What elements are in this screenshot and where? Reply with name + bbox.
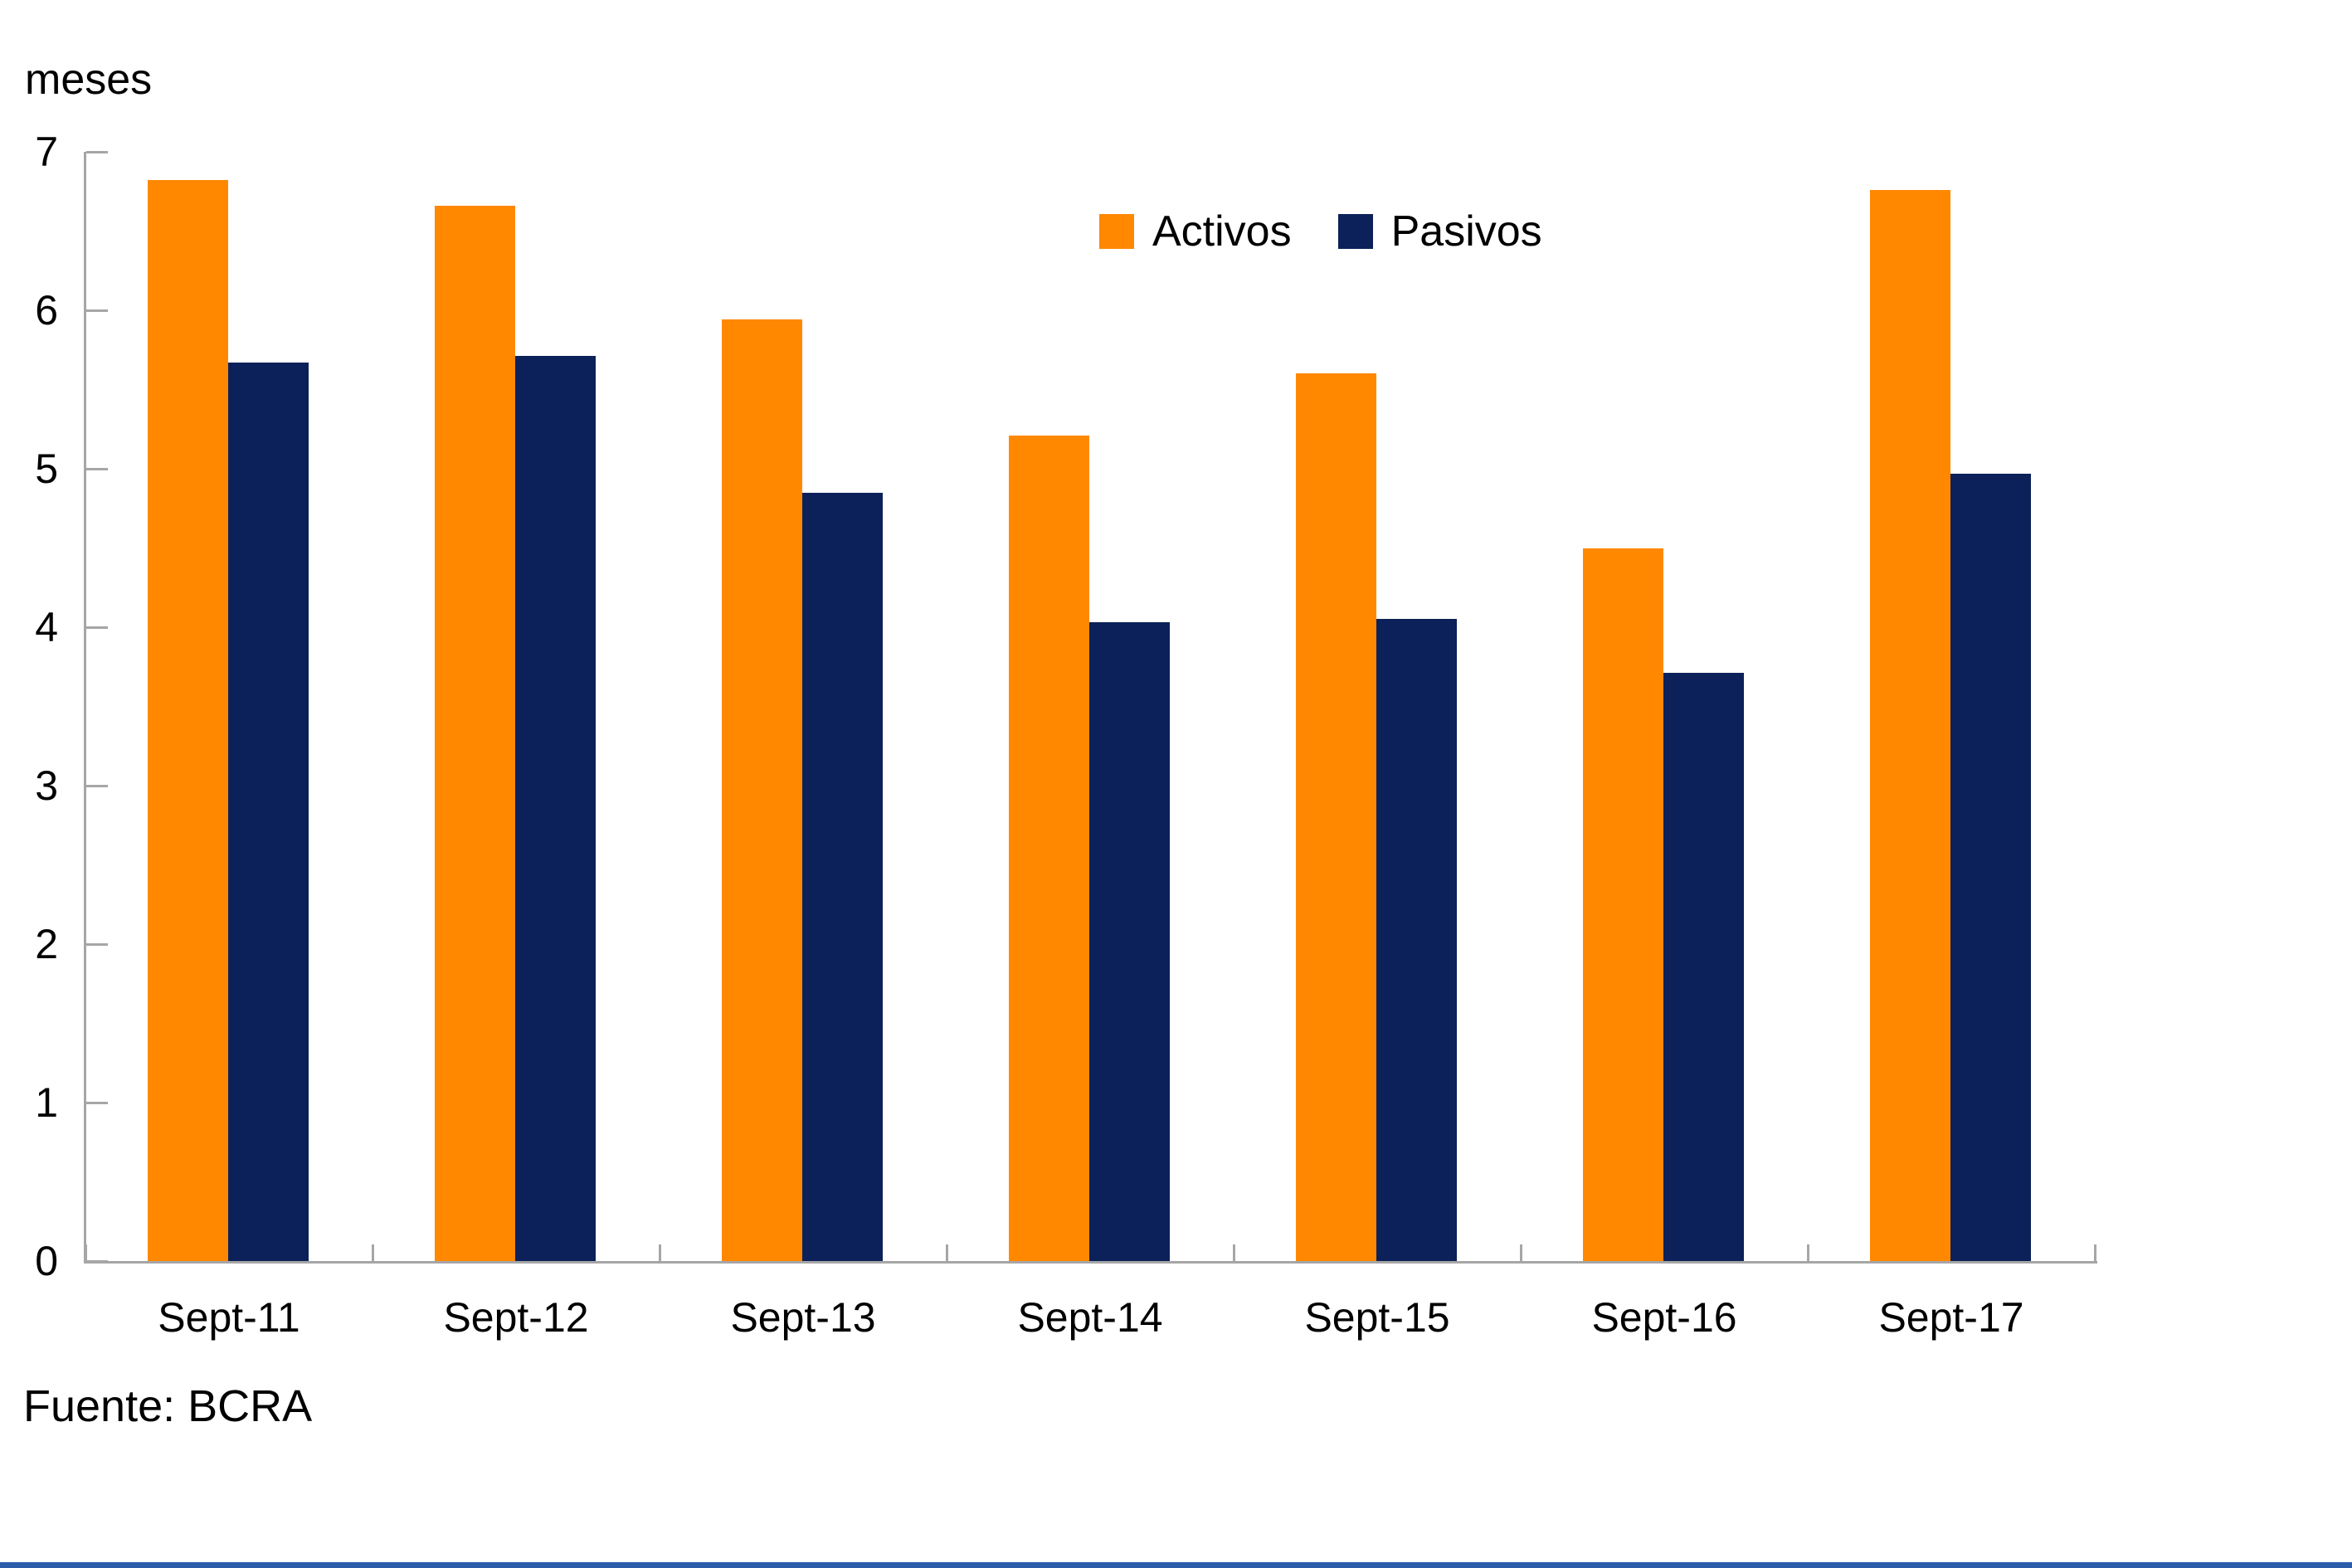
source-note: Fuente: BCRA [23,1381,313,1431]
x-label-sept-12: Sept-12 [443,1294,589,1341]
bar-pasivos-sept-13 [802,492,883,1261]
bar-pasivos-sept-16 [1663,673,1744,1261]
y-tick-mark-7 [86,151,108,153]
x-label-sept-17: Sept-17 [1878,1294,2024,1341]
x-tick-mark-7 [2094,1244,2096,1261]
legend-item-activos: Activos [1099,207,1292,256]
y-tick-mark-3 [86,785,108,787]
y-tick-mark-4 [86,626,108,629]
legend-label-activos: Activos [1152,207,1292,256]
bar-activos-sept-15 [1296,373,1376,1261]
bar-activos-sept-11 [148,180,228,1261]
plot-area [85,152,2095,1261]
bar-pasivos-sept-17 [1950,473,2031,1261]
y-tick-mark-0 [86,1260,108,1263]
y-tick-mark-2 [86,943,108,946]
bar-activos-sept-12 [435,205,515,1261]
x-label-sept-11: Sept-11 [158,1294,300,1341]
x-label-sept-14: Sept-14 [1017,1294,1163,1341]
y-tick-mark-6 [86,309,108,312]
y-tick-label-6: 6 [35,287,58,334]
x-tick-mark-0 [85,1244,87,1261]
bar-pasivos-sept-11 [228,363,309,1261]
y-axis-line [84,152,86,1264]
bar-activos-sept-14 [1009,435,1089,1261]
legend-label-pasivos: Pasivos [1390,207,1542,256]
pasivos-swatch-icon [1337,214,1373,249]
x-label-sept-13: Sept-13 [730,1294,876,1341]
y-tick-label-4: 4 [35,604,58,650]
x-axis-line [84,1261,2097,1264]
x-tick-mark-1 [372,1244,374,1261]
x-tick-mark-3 [946,1244,948,1261]
y-tick-mark-5 [86,468,108,470]
y-axis-unit-label: meses [25,56,153,104]
y-tick-label-3: 3 [35,762,58,809]
x-label-sept-15: Sept-15 [1304,1294,1450,1341]
legend-item-pasivos: Pasivos [1337,207,1542,256]
bar-activos-sept-16 [1583,548,1663,1261]
x-tick-mark-5 [1520,1244,1522,1261]
legend: Activos Pasivos [1099,202,1542,261]
bar-activos-sept-13 [722,319,802,1261]
bar-pasivos-sept-12 [515,356,596,1261]
x-tick-mark-2 [659,1244,661,1261]
y-tick-label-7: 7 [35,129,58,175]
bar-pasivos-sept-14 [1089,622,1170,1261]
bottom-rule [0,1562,2352,1568]
y-tick-label-2: 2 [35,921,58,967]
y-tick-label-0: 0 [35,1238,58,1284]
y-tick-label-1: 1 [35,1079,58,1126]
activos-swatch-icon [1099,214,1134,249]
bar-activos-sept-17 [1870,189,1950,1261]
x-tick-mark-4 [1233,1244,1235,1261]
y-tick-label-5: 5 [35,446,58,492]
y-tick-mark-1 [86,1102,108,1104]
x-label-sept-16: Sept-16 [1591,1294,1737,1341]
bar-pasivos-sept-15 [1376,619,1457,1261]
x-tick-mark-6 [1807,1244,1809,1261]
